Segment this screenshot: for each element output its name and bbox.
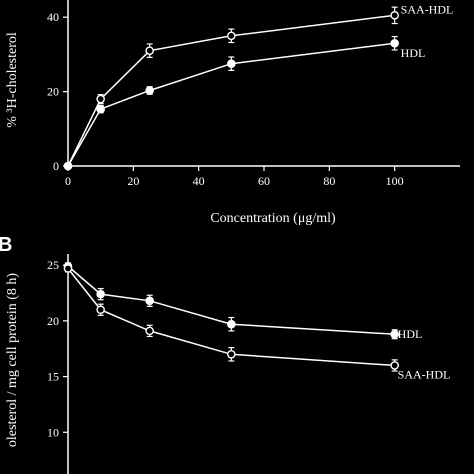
panel-b-y-tick-label: 10 [47, 425, 59, 439]
panel-b-y-tick-label: 15 [47, 370, 59, 384]
panel-b-point-saa-hdl [390, 361, 399, 370]
panel-a-y-tick-label: 0 [53, 159, 59, 173]
panel-a-point-hdl [63, 161, 73, 171]
panel-a-series-label-saa-hdl: SAA-HDL [401, 2, 454, 16]
panel-b-point-saa-hdl [145, 326, 154, 336]
panel-a-x-tick-label: 20 [127, 174, 139, 188]
panel-b-label: B [0, 234, 12, 256]
panel-b-point-hdl [390, 329, 399, 339]
panel-a-x-axis-label: Concentration (μg/ml) [210, 211, 336, 226]
panel-a-y-axis-label: % ³H-cholesterol [5, 32, 20, 128]
panel-a-x-tick-label: 60 [258, 174, 270, 188]
panel-a-point-saa-hdl [227, 31, 236, 41]
panel-a-point-hdl [145, 86, 154, 95]
panel-a-point-saa-hdl [96, 94, 105, 104]
panel-a-x-tick-label: 100 [386, 174, 404, 188]
panel-b-y-tick-label: 20 [47, 314, 59, 328]
panel-b-point-saa-hdl [63, 264, 73, 273]
panel-b-series-label-hdl: HDL [398, 327, 423, 341]
panel-a-x-tick-label: 0 [65, 174, 71, 188]
panel-a-x-tick-label: 40 [193, 174, 205, 188]
panel-b-y-axis-label: olesterol / mg cell protein (8 h) [5, 273, 20, 448]
panel-a-point-hdl [390, 38, 399, 48]
panel-b-point-saa-hdl [227, 349, 236, 359]
panel-a-point-hdl [227, 59, 236, 69]
panel-a-y-tick-label: 20 [47, 85, 59, 99]
panel-b-point-hdl [145, 296, 154, 306]
panel-a-point-hdl [96, 104, 105, 114]
panel-a: % ³H-cholesterol Concentration (μg/ml) 0… [5, 0, 460, 226]
panel-a-x-tick-label: 80 [323, 174, 335, 188]
panel-b-point-hdl [227, 319, 236, 329]
panel-b: B olesterol / mg cell protein (8 h) 10 15… [0, 234, 450, 474]
panel-b-point-saa-hdl [96, 305, 105, 315]
panel-a-y-tick-label: 40 [47, 10, 59, 24]
panel-a-point-saa-hdl [390, 11, 399, 20]
panel-b-point-hdl [96, 289, 105, 299]
panel-a-series-label-hdl: HDL [401, 46, 426, 60]
panel-a-point-saa-hdl [145, 46, 154, 55]
panel-b-y-tick-label: 25 [47, 258, 59, 272]
panel-b-series-label-saa-hdl: SAA-HDL [398, 367, 451, 381]
